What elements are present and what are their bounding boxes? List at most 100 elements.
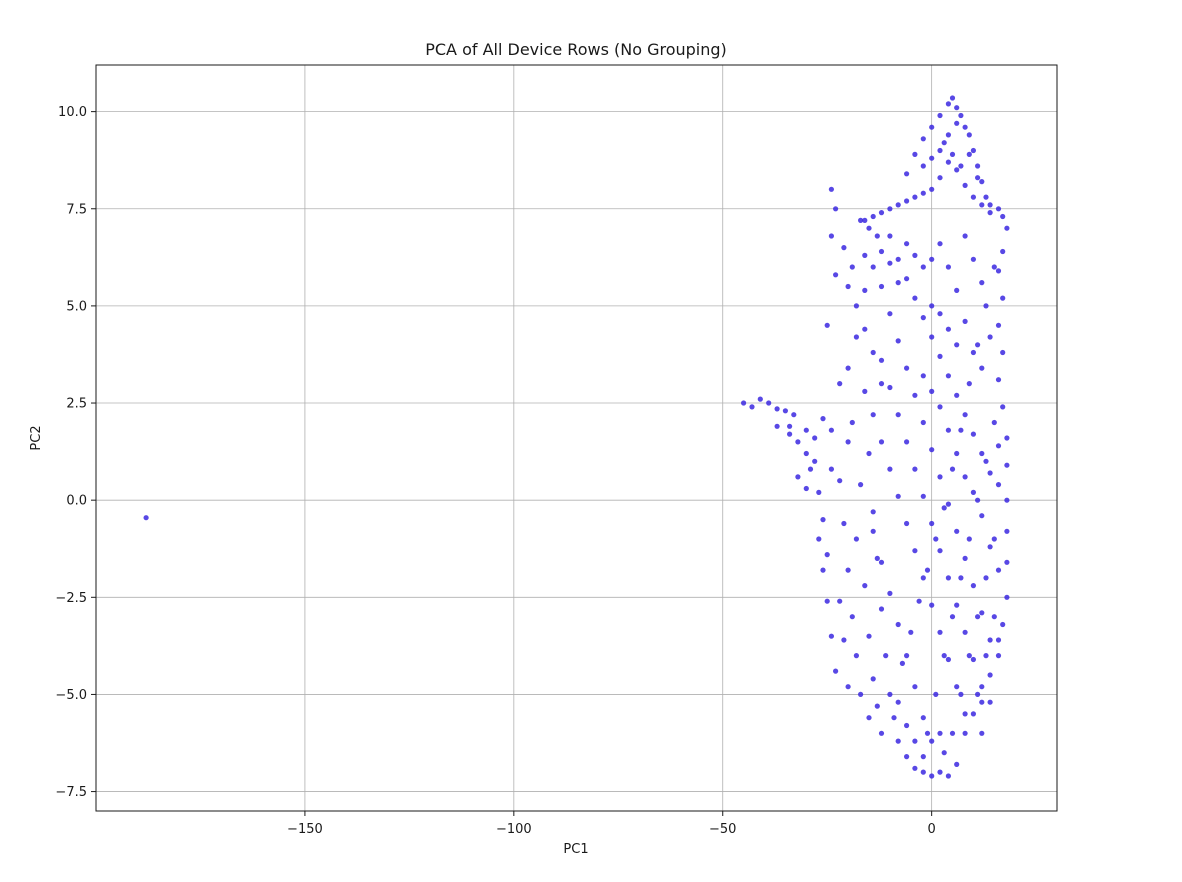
y-tick-label: −5.0 [55,688,87,703]
scatter-point [1000,248,1006,255]
scatter-point [995,482,1002,488]
scatter-point [983,653,989,659]
scatter-point [824,552,830,558]
scatter-point [929,124,935,130]
plot-frame [95,64,1058,812]
scatter-point [912,392,918,398]
scatter-point [895,280,901,286]
scatter-point [904,439,910,445]
scatter-point [929,773,935,779]
scatter-point [933,691,939,698]
scatter-point [766,400,772,406]
scatter-point [828,427,835,433]
scatter-point [878,210,885,216]
scatter-point [895,621,901,628]
scatter-point [958,575,964,581]
scatter-point [887,233,893,239]
scatter-point [970,656,977,663]
scatter-point [975,691,981,698]
scatter-point [899,660,906,667]
scatter-point [904,722,910,729]
scatter-point [841,245,847,251]
scatter-point [945,575,952,581]
grid-layer [96,65,1057,811]
scatter-point [937,474,943,480]
scatter-point [845,283,851,290]
scatter-point [979,610,985,616]
scatter-point [945,773,952,779]
scatter-point [949,95,956,101]
scatter-point [929,602,935,608]
scatter-point [979,684,985,690]
scatter-point [937,147,943,154]
scatter-point [949,466,956,472]
scatter-point [954,342,960,348]
scatter-point [1004,528,1010,534]
scatter-point [870,509,876,515]
scatter-point [841,637,847,643]
scatter-point [987,544,993,550]
scatter-point [1004,497,1010,503]
scatter-point [912,548,918,554]
scatter-point [979,513,985,519]
scatter-point [853,536,860,542]
scatter-point [995,377,1002,383]
y-tick-label: −7.5 [55,785,87,800]
scatter-point [937,769,943,775]
scatter-point [979,365,985,371]
scatter-point [966,151,972,157]
scatter-point [987,699,993,705]
scatter-point [820,517,826,523]
scatter-point [845,365,851,371]
scatter-point [920,493,926,499]
scatter-point [995,653,1002,659]
scatter-point [812,458,818,464]
scatter-point [954,450,960,457]
scatter-point [941,653,947,659]
x-tick-label: 0 [928,822,936,837]
scatter-point [958,112,964,119]
scatter-point [979,730,985,736]
scatter-point [962,182,968,188]
scatter-point [954,167,960,173]
scatter-point [987,470,993,476]
scatter-point [749,404,755,410]
scatter-point [920,419,926,426]
scatter-point [987,334,993,340]
scatter-point [1004,462,1010,468]
scatter-point [787,431,793,437]
scatter-point [878,283,885,290]
scatter-point [849,614,855,620]
scatter-point [912,684,918,690]
scatter-point [895,202,901,208]
scatter-point [895,738,901,744]
scatter-point [962,233,968,239]
scatter-point [878,730,885,736]
scatter-point [912,765,918,771]
chart-title: PCA of All Device Rows (No Grouping) [425,40,727,59]
scatter-point [975,497,981,503]
scatter-point [949,614,956,620]
scatter-point [975,163,981,169]
scatter-point [966,536,972,542]
scatter-point [782,408,789,414]
scatter-point [1000,404,1006,410]
scatter-point [945,427,952,433]
points-layer [143,95,1010,779]
scatter-point [887,384,893,391]
scatter-point [995,322,1002,328]
scatter-point [853,303,860,309]
scatter-point [795,439,801,445]
scatter-point [816,489,822,495]
scatter-point [833,668,839,674]
scatter-point [941,505,947,511]
scatter-point [962,555,968,562]
scatter-point [987,202,993,208]
scatter-point [870,412,876,418]
scatter-point [912,738,918,744]
scatter-point [970,489,977,495]
scatter-point [970,349,977,356]
scatter-point [979,202,985,208]
